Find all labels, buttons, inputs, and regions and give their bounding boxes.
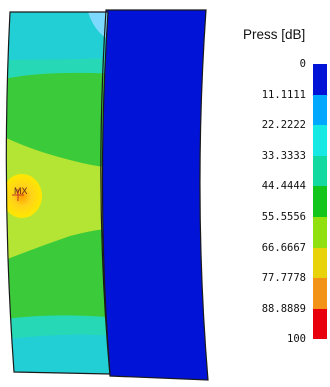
corner-patch — [88, 12, 108, 38]
max-marker-label: MX — [14, 186, 28, 196]
legend-swatch — [313, 186, 327, 217]
lower-cyan-band — [6, 334, 110, 374]
pressure-hotspot — [6, 174, 42, 218]
legend-label: 0 — [299, 58, 306, 70]
legend-label: 44.4444 — [261, 180, 306, 193]
legend-swatch — [313, 247, 327, 279]
legend-label: 88.8889 — [261, 302, 306, 315]
legend-swatch — [313, 217, 327, 248]
legend-swatch — [313, 125, 327, 156]
legend-swatch — [313, 278, 327, 309]
right-panel-outline — [100, 9, 209, 381]
legend-swatch — [313, 94, 327, 126]
legend-label: 55.5556 — [261, 211, 306, 223]
legend-label: 66.6667 — [261, 241, 306, 254]
legend-swatch — [313, 308, 327, 340]
legend-swatch — [313, 155, 327, 187]
legend-label: 100 — [287, 333, 306, 346]
legend-swatch — [313, 64, 327, 95]
yellow-green-region — [6, 135, 110, 262]
legend-label: 77.7778 — [261, 272, 306, 285]
left-panel — [6, 12, 110, 374]
legend-label: 11.1111 — [261, 88, 306, 101]
legend-title: Press [dB] — [243, 27, 306, 42]
legend-label: 33.3333 — [261, 149, 306, 162]
legend-label: 22.2222 — [261, 119, 306, 132]
right-panel — [100, 10, 208, 380]
